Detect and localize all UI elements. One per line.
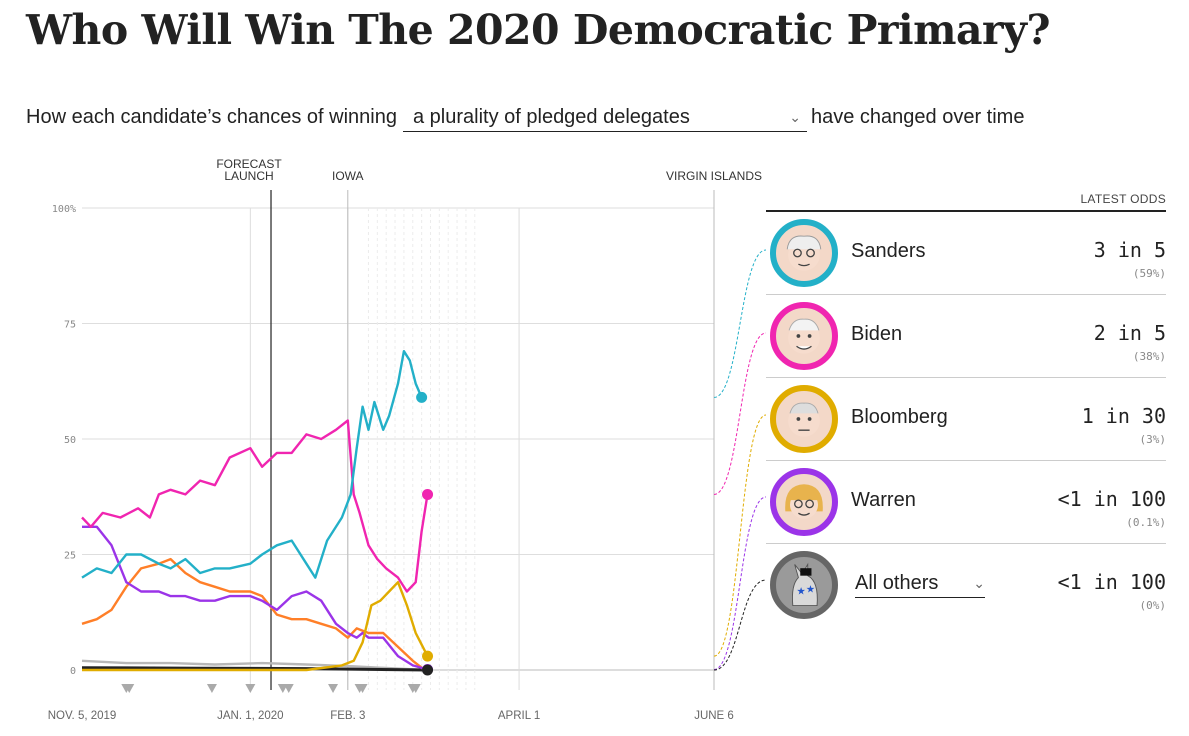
candidate-odds: <1 in 100 (1057, 570, 1166, 594)
series-line-warren (82, 525, 428, 671)
annotation-label: IOWA (332, 169, 364, 183)
latest-odds-panel: LATEST ODDS Sanders 3 in 5 (59%) Biden 2… (766, 192, 1166, 626)
outcome-select-value: a plurality of pledged delegates (412, 106, 690, 128)
end-dot-sanders (416, 391, 428, 403)
others-select-value: All others (855, 572, 939, 594)
donkey-avatar-icon: ★ ★ (770, 551, 838, 619)
connector-line (713, 414, 767, 657)
event-marker (124, 684, 135, 693)
y-tick-label: 75 (64, 320, 76, 331)
connector-line (713, 249, 767, 398)
series-line-biden (81, 419, 429, 593)
event-marker (328, 684, 339, 693)
annotation-label: VIRGIN ISLANDS (666, 169, 762, 183)
series-line-all-others (81, 666, 428, 672)
end-dot-all-others (422, 664, 434, 676)
candidate-name: Biden (851, 323, 903, 345)
others-select[interactable]: All others ⌄ (855, 572, 985, 598)
connector-line (713, 496, 767, 671)
candidate-odds: 3 in 5 (1093, 238, 1166, 262)
subtitle-after: have changed over time (810, 106, 1025, 128)
event-marker (357, 684, 368, 693)
x-tick-label: APRIL 1 (498, 710, 540, 722)
series-line-sanders (81, 349, 423, 579)
odds-line-chart: 0 25 50 75 100% NOV. 5, 2019 JAN. 1, 2020 FEB. … (48, 157, 767, 722)
candidate-name: Sanders (851, 240, 926, 262)
x-tick-label: JAN. 1, 2020 (217, 710, 283, 722)
candidate-name: Warren (851, 489, 916, 511)
bloomberg-avatar-icon (770, 385, 838, 453)
candidate-row-bloomberg: Bloomberg 1 in 30 (3%) (766, 378, 1166, 461)
event-marker (283, 684, 294, 693)
series-line-other-candidates (81, 659, 428, 672)
outcome-select[interactable]: a plurality of pledged delegates ⌄ (402, 106, 807, 132)
x-tick-label: NOV. 5, 2019 (48, 710, 117, 722)
page-title: Who Will Win The 2020 Democratic Primary… (26, 6, 1051, 54)
annotation-label: FORECAST (216, 157, 282, 171)
candidate-row-warren: Warren <1 in 100 (0.1%) (766, 461, 1166, 544)
subtitle: How each candidate’s chances of winning … (26, 106, 1024, 132)
candidate-name: Bloomberg (851, 406, 948, 428)
candidate-row-all-others: ★ ★ All others ⌄ <1 in 100 (0%) (766, 544, 1166, 626)
y-tick-label: 0 (70, 666, 76, 677)
event-marker (245, 684, 256, 693)
candidate-row-sanders: Sanders 3 in 5 (59%) (766, 212, 1166, 295)
candidate-odds: 1 in 30 (1081, 404, 1166, 428)
candidate-percent: (59%) (1132, 267, 1166, 280)
chevron-down-icon: ⌄ (789, 109, 801, 125)
candidate-percent: (0.1%) (1126, 516, 1166, 529)
svg-text:★: ★ (806, 584, 815, 595)
x-tick-label: FEB. 3 (330, 710, 365, 722)
latest-odds-header: LATEST ODDS (766, 192, 1166, 212)
annotation-label: LAUNCH (224, 169, 273, 183)
x-tick-label: JUNE 6 (694, 710, 734, 722)
end-dot-biden (422, 488, 434, 500)
event-marker (206, 684, 217, 693)
connector-line (713, 579, 767, 671)
candidate-odds: <1 in 100 (1057, 487, 1166, 511)
candidate-odds: 2 in 5 (1093, 321, 1166, 345)
biden-avatar-icon (770, 302, 838, 370)
chevron-down-icon: ⌄ (973, 575, 985, 591)
connector-line (713, 332, 767, 495)
warren-avatar-icon (770, 468, 838, 536)
y-tick-label: 50 (64, 435, 76, 446)
candidate-row-biden: Biden 2 in 5 (38%) (766, 295, 1166, 378)
candidate-percent: (38%) (1132, 350, 1166, 363)
end-dot-bloomberg (422, 650, 434, 662)
series-line-buttigieg (81, 557, 426, 671)
candidate-percent: (3%) (1139, 433, 1167, 446)
candidate-percent: (0%) (1139, 599, 1167, 612)
y-tick-label: 25 (64, 551, 76, 562)
y-tick-label: 100% (52, 204, 76, 215)
subtitle-before: How each candidate’s chances of winning (26, 106, 397, 128)
svg-text:★: ★ (797, 586, 806, 597)
sanders-avatar-icon (770, 219, 838, 287)
series-line-bloomberg (82, 581, 429, 672)
event-marker (410, 684, 421, 693)
